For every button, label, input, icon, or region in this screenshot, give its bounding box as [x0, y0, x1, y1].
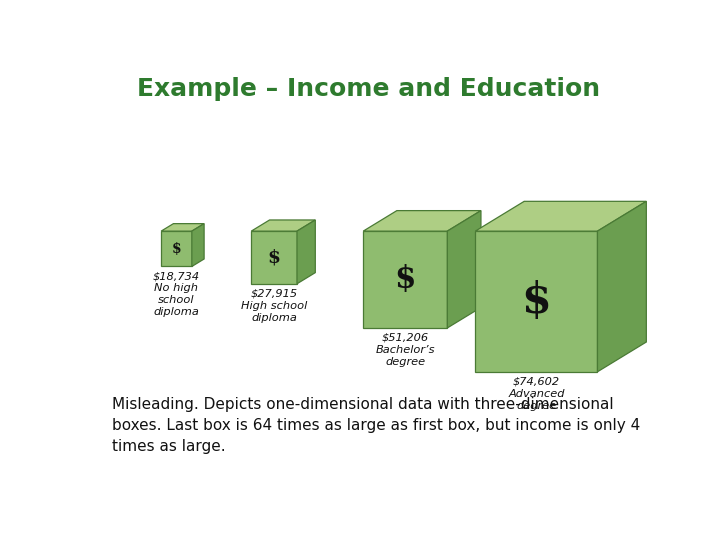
Polygon shape: [251, 231, 297, 284]
Polygon shape: [363, 231, 447, 328]
Polygon shape: [192, 224, 204, 266]
Text: $: $: [521, 280, 552, 322]
Polygon shape: [161, 231, 192, 266]
Text: $: $: [268, 248, 281, 266]
Polygon shape: [161, 224, 204, 231]
Polygon shape: [475, 201, 647, 231]
Polygon shape: [447, 211, 481, 328]
Polygon shape: [363, 211, 481, 231]
Text: $74,602
Advanced
degree: $74,602 Advanced degree: [508, 377, 564, 411]
Text: $18,734
No high
school
diploma: $18,734 No high school diploma: [153, 272, 200, 318]
Text: Misleading. Depicts one-dimensional data with three-dimensional
boxes. Last box : Misleading. Depicts one-dimensional data…: [112, 397, 641, 455]
Polygon shape: [598, 201, 647, 372]
Polygon shape: [251, 220, 315, 231]
Text: $: $: [171, 242, 181, 256]
Text: $51,206
Bachelor’s
degree: $51,206 Bachelor’s degree: [376, 333, 435, 367]
Text: $: $: [395, 264, 416, 295]
Text: Example – Income and Education: Example – Income and Education: [138, 77, 600, 102]
Polygon shape: [475, 231, 598, 372]
Text: $27,915
High school
diploma: $27,915 High school diploma: [241, 289, 307, 323]
Polygon shape: [297, 220, 315, 284]
